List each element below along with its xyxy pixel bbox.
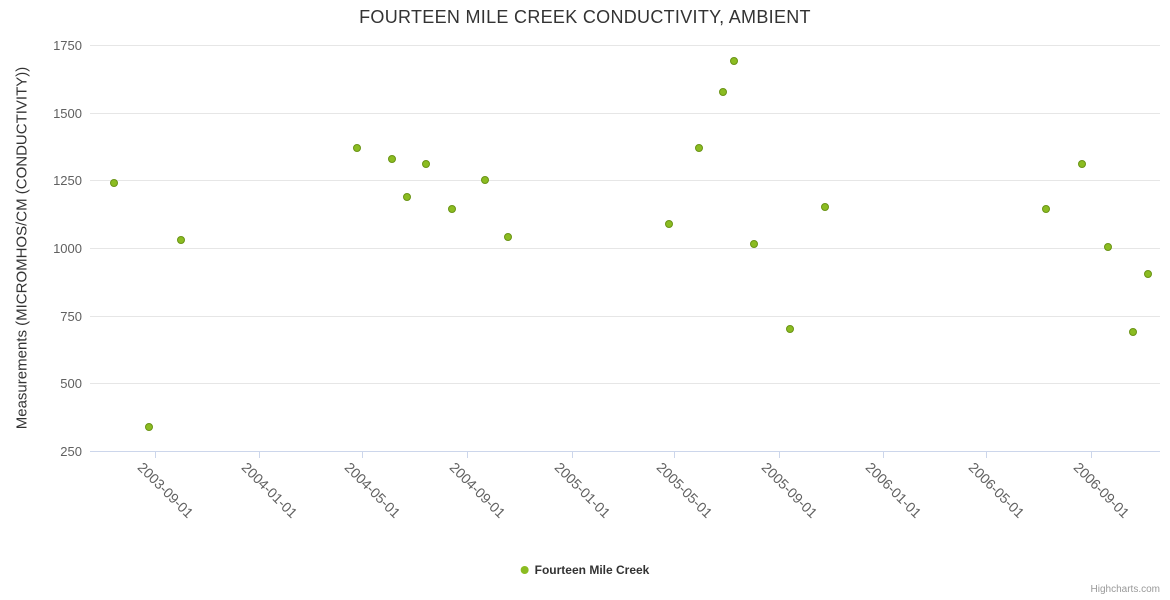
data-point[interactable] [665,220,673,228]
highcharts-credit[interactable]: Highcharts.com [1090,584,1160,595]
data-point[interactable] [1104,243,1112,251]
legend-item[interactable]: Fourteen Mile Creek [520,563,650,577]
data-point[interactable] [1042,205,1050,213]
y-axis-tick-label: 1250 [53,173,82,188]
legend-label: Fourteen Mile Creek [534,563,650,577]
data-point[interactable] [481,176,489,184]
data-point[interactable] [353,144,361,152]
data-point[interactable] [1144,270,1152,278]
data-point[interactable] [1129,328,1137,336]
y-axis-tick-label: 1500 [53,106,82,121]
data-point[interactable] [730,57,738,65]
x-axis-tick-mark [779,452,780,458]
y-axis-tick-label: 1000 [53,241,82,256]
x-axis-line [90,451,1160,452]
data-point[interactable] [821,203,829,211]
y-gridline [90,180,1160,181]
x-axis-tick-label: 2005-01-01 [551,459,614,521]
x-axis-tick-mark [986,452,987,458]
x-axis-tick-mark [155,452,156,458]
x-axis-tick-label: 2006-01-01 [862,459,925,521]
x-axis-tick-label: 2003-09-01 [134,459,197,521]
data-point[interactable] [110,179,118,187]
y-axis-tick-label: 1750 [53,38,82,53]
x-axis-tick-mark [572,452,573,458]
y-gridline [90,113,1160,114]
y-axis-tick-label: 750 [60,309,82,324]
x-axis-tick-label: 2006-09-01 [1070,459,1133,521]
data-point[interactable] [786,325,794,333]
data-point[interactable] [719,88,727,96]
x-axis-tick-label: 2004-01-01 [238,459,301,521]
data-point[interactable] [388,155,396,163]
data-point[interactable] [422,160,430,168]
chart-title: FOURTEEN MILE CREEK CONDUCTIVITY, AMBIEN… [359,7,811,27]
data-point[interactable] [504,233,512,241]
x-axis-tick-mark [259,452,260,458]
x-axis-tick-label: 2004-09-01 [446,459,509,521]
x-axis-tick-label: 2006-05-01 [965,459,1028,521]
y-gridline [90,316,1160,317]
data-point[interactable] [145,423,153,431]
x-axis-tick-label: 2005-05-01 [653,459,716,521]
x-axis-tick-label: 2004-05-01 [341,459,404,521]
data-point[interactable] [448,205,456,213]
data-point[interactable] [1078,160,1086,168]
y-gridline [90,45,1160,46]
x-axis-tick-mark [467,452,468,458]
x-axis-tick-mark [362,452,363,458]
x-axis-tick-mark [1091,452,1092,458]
legend-marker-icon [520,566,529,574]
x-axis-tick-label: 2005-09-01 [758,459,821,521]
data-point[interactable] [403,193,411,201]
x-axis-tick-mark [674,452,675,458]
data-point[interactable] [177,236,185,244]
data-point[interactable] [695,144,703,152]
y-gridline [90,248,1160,249]
x-axis-tick-mark [883,452,884,458]
y-axis-tick-label: 500 [60,376,82,391]
y-gridline [90,383,1160,384]
data-point[interactable] [750,240,758,248]
y-axis-tick-label: 250 [60,444,82,459]
